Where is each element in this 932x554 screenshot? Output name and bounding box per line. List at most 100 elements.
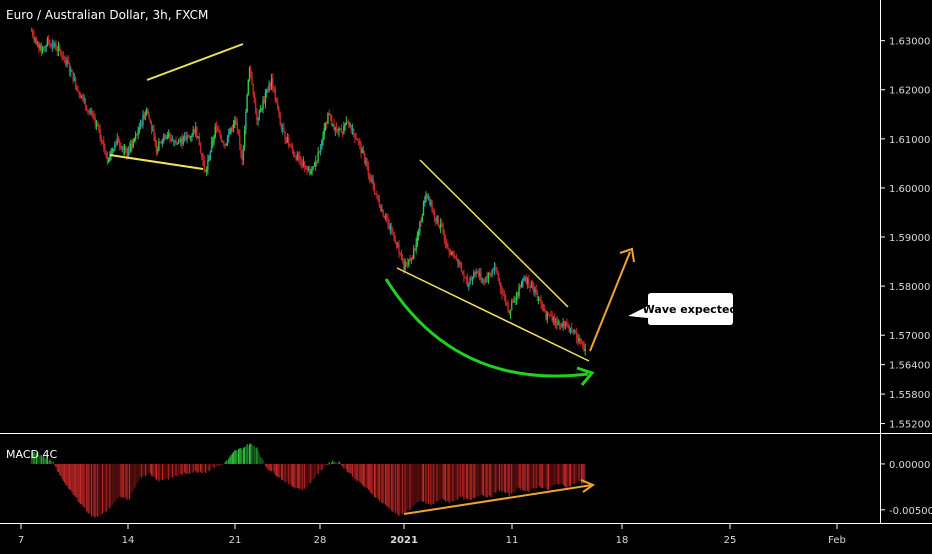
macd-bar	[255, 448, 257, 464]
candle-body	[274, 89, 276, 101]
candle-body	[235, 120, 237, 123]
candle-body	[62, 56, 65, 60]
candle-body	[513, 300, 515, 303]
macd-bar	[405, 463, 407, 513]
candle-body	[533, 284, 535, 293]
macd-bar	[402, 463, 404, 514]
macd-bar	[342, 463, 344, 467]
candle-body	[163, 134, 165, 142]
candle-body	[371, 179, 373, 182]
candle-body	[66, 60, 68, 65]
macd-bar	[567, 463, 569, 487]
macd-bar	[121, 463, 123, 498]
macd-bar	[218, 463, 220, 466]
candle-body	[219, 132, 221, 137]
macd-axis[interactable]: 0.00000 -0.00500	[880, 460, 932, 517]
candle-body	[183, 136, 186, 138]
macd-bar	[540, 463, 542, 489]
candle-body	[476, 271, 479, 273]
macd-bar	[501, 463, 503, 492]
macd-bar	[155, 463, 157, 480]
candle-body	[327, 113, 329, 124]
macd-bar	[192, 463, 194, 473]
candle-body	[110, 150, 112, 156]
macd-bar	[76, 463, 78, 498]
candle-body	[441, 223, 443, 228]
candle-body	[404, 261, 406, 270]
falling-wedge-lower-line[interactable]	[396, 267, 590, 362]
candle-body	[89, 111, 91, 113]
macd-bar	[451, 463, 453, 502]
candle-body	[474, 272, 476, 274]
candle-body	[317, 151, 319, 162]
candle-body	[413, 249, 415, 260]
candle-body	[109, 155, 111, 160]
candle-body	[70, 69, 72, 72]
macd-bar	[414, 463, 416, 505]
macd-bar	[126, 463, 128, 500]
macd-bar	[474, 463, 476, 499]
macd-bar	[452, 463, 454, 502]
candle-body	[254, 102, 257, 113]
macd-bar	[117, 463, 119, 499]
macd-bar	[425, 463, 427, 504]
macd-bar	[98, 463, 100, 517]
macd-bar	[157, 463, 159, 480]
macd-bar	[397, 463, 399, 515]
candle-body	[142, 114, 144, 126]
candle-body	[199, 145, 202, 154]
macd-bar	[453, 463, 455, 502]
macd-divergence-line[interactable]	[403, 484, 593, 515]
macd-bar	[80, 463, 81, 504]
wedge-upper-line[interactable]	[146, 43, 244, 81]
macd-bar	[360, 463, 362, 484]
candle-body	[114, 144, 116, 150]
macd-bar	[60, 463, 62, 477]
macd-bar	[277, 463, 279, 477]
macd-bar	[174, 463, 176, 476]
orange-up-arrow[interactable]	[589, 251, 631, 352]
candle-body	[534, 289, 536, 293]
macd-bar	[235, 449, 237, 464]
macd-bar	[516, 463, 518, 489]
macd-bar	[554, 463, 556, 485]
macd-bar	[538, 463, 540, 486]
wave-callout[interactable]: Wave expected	[628, 293, 737, 325]
price-axis[interactable]: 1.63000 1.62000 1.61000 1.60000 1.59000 1.580…	[880, 37, 930, 431]
macd-bar	[70, 463, 72, 491]
candle-body	[252, 84, 254, 96]
macd-bar	[242, 447, 244, 464]
candle-body	[224, 144, 226, 146]
time-axis[interactable]: 7 14 21 28 2021 11 18 25 Feb	[18, 524, 846, 546]
candle-body	[571, 327, 573, 330]
wedge-lower-line[interactable]	[109, 154, 204, 170]
candle-body	[141, 121, 143, 126]
macd-bar	[514, 463, 516, 492]
green-arc[interactable]	[384, 278, 589, 378]
candle-body	[272, 78, 274, 89]
macd-bar	[209, 463, 211, 471]
candle-body	[61, 55, 63, 57]
candle-body	[307, 166, 310, 170]
macd-bar	[475, 463, 477, 497]
candle-body	[170, 137, 172, 141]
candle-body	[578, 338, 580, 342]
macd-bar	[44, 458, 46, 464]
candle-body	[36, 41, 39, 44]
macd-bar	[276, 463, 277, 477]
macd-bar	[87, 463, 89, 513]
macd-bar	[566, 463, 568, 488]
candle-body	[548, 314, 551, 316]
price-tick-label: 1.55200	[889, 420, 930, 431]
candle-body	[250, 68, 252, 74]
candle-body	[225, 143, 227, 145]
candle-body	[34, 38, 36, 40]
price-tick-label: 1.59000	[889, 233, 930, 244]
candle-body	[463, 274, 465, 278]
candle-body	[41, 47, 44, 53]
candle-body	[561, 325, 563, 327]
macd-bar	[284, 463, 286, 483]
falling-wedge-upper-line[interactable]	[419, 159, 569, 308]
candle-body	[111, 149, 114, 151]
